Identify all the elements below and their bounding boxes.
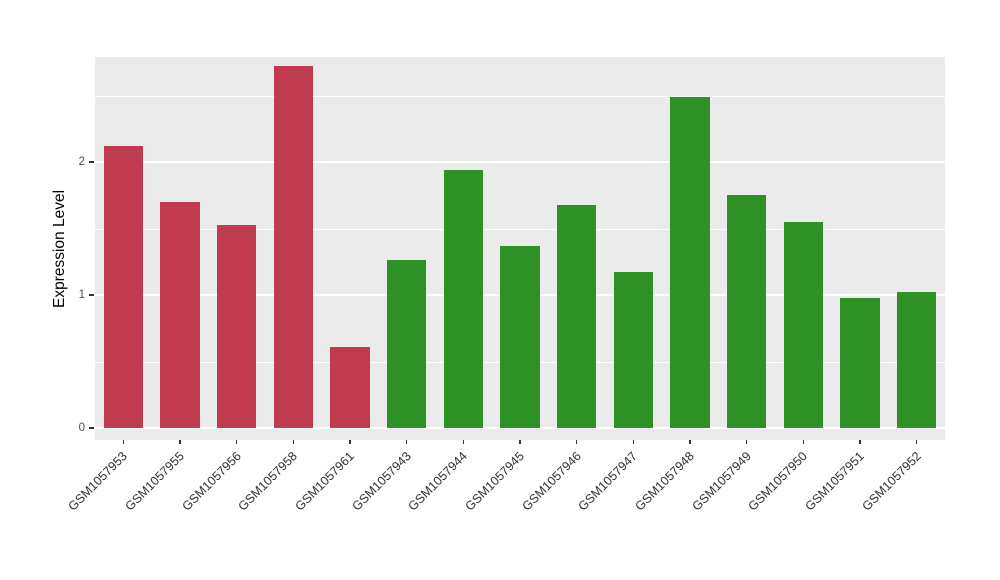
x-tick-mark xyxy=(519,440,521,444)
x-tick-label: GSM1057952 xyxy=(859,449,924,514)
bar-GSM1057943 xyxy=(386,260,427,428)
x-tick-mark xyxy=(179,440,181,444)
x-tick-label: GSM1057945 xyxy=(462,449,527,514)
x-tick-mark xyxy=(916,440,918,444)
x-tick-label: GSM1057943 xyxy=(349,449,414,514)
gridline-major xyxy=(95,427,945,429)
bar-GSM1057961 xyxy=(330,346,370,428)
x-tick-mark xyxy=(122,440,124,444)
gridline-minor xyxy=(95,228,945,230)
x-tick-label: GSM1057946 xyxy=(519,449,584,514)
bar-GSM1057944 xyxy=(443,169,484,428)
y-tick-mark xyxy=(89,427,94,429)
y-tick-mark xyxy=(89,161,94,163)
x-tick-mark xyxy=(576,440,578,444)
x-tick-mark xyxy=(746,440,748,444)
x-tick-label: GSM1057953 xyxy=(65,449,131,514)
bar-GSM1057950 xyxy=(783,221,824,428)
plot-panel xyxy=(95,57,945,440)
gridline-minor xyxy=(95,95,945,97)
bar-GSM1057956 xyxy=(216,224,257,428)
x-tick-mark xyxy=(802,440,804,444)
bar-GSM1057946 xyxy=(556,204,597,428)
bar-GSM1057958 xyxy=(273,66,314,428)
y-tick-label: 2 xyxy=(78,156,85,168)
y-tick-label: 0 xyxy=(78,422,85,434)
bar-GSM1057953 xyxy=(103,146,144,428)
x-tick-label: GSM1057956 xyxy=(179,449,244,514)
gridline-major xyxy=(95,161,945,163)
x-tick-label: GSM1057944 xyxy=(405,449,471,514)
x-tick-mark xyxy=(859,440,861,444)
x-tick-label: GSM1057950 xyxy=(745,449,811,514)
x-tick-label: GSM1057961 xyxy=(292,449,357,514)
bar-GSM1057949 xyxy=(726,195,767,428)
bar-GSM1057947 xyxy=(613,272,654,428)
y-tick-label: 1 xyxy=(78,289,85,301)
y-tick-mark xyxy=(89,294,94,296)
x-tick-label: GSM1057949 xyxy=(689,449,754,514)
x-tick-label: GSM1057947 xyxy=(575,449,641,514)
x-tick-label: GSM1057958 xyxy=(235,449,301,514)
x-tick-label: GSM1057951 xyxy=(802,449,867,514)
bar-GSM1057951 xyxy=(840,297,880,428)
x-tick-mark xyxy=(462,440,464,444)
x-tick-mark xyxy=(349,440,351,444)
bar-GSM1057955 xyxy=(160,201,200,428)
x-tick-label: GSM1057955 xyxy=(122,449,187,514)
x-tick-mark xyxy=(292,440,294,444)
x-tick-label: GSM1057948 xyxy=(632,449,697,514)
x-tick-mark xyxy=(689,440,691,444)
x-tick-mark xyxy=(632,440,634,444)
x-tick-mark xyxy=(236,440,238,444)
bar-GSM1057948 xyxy=(670,96,710,428)
x-tick-mark xyxy=(406,440,408,444)
bar-GSM1057945 xyxy=(500,245,540,428)
bar-GSM1057952 xyxy=(896,292,937,428)
